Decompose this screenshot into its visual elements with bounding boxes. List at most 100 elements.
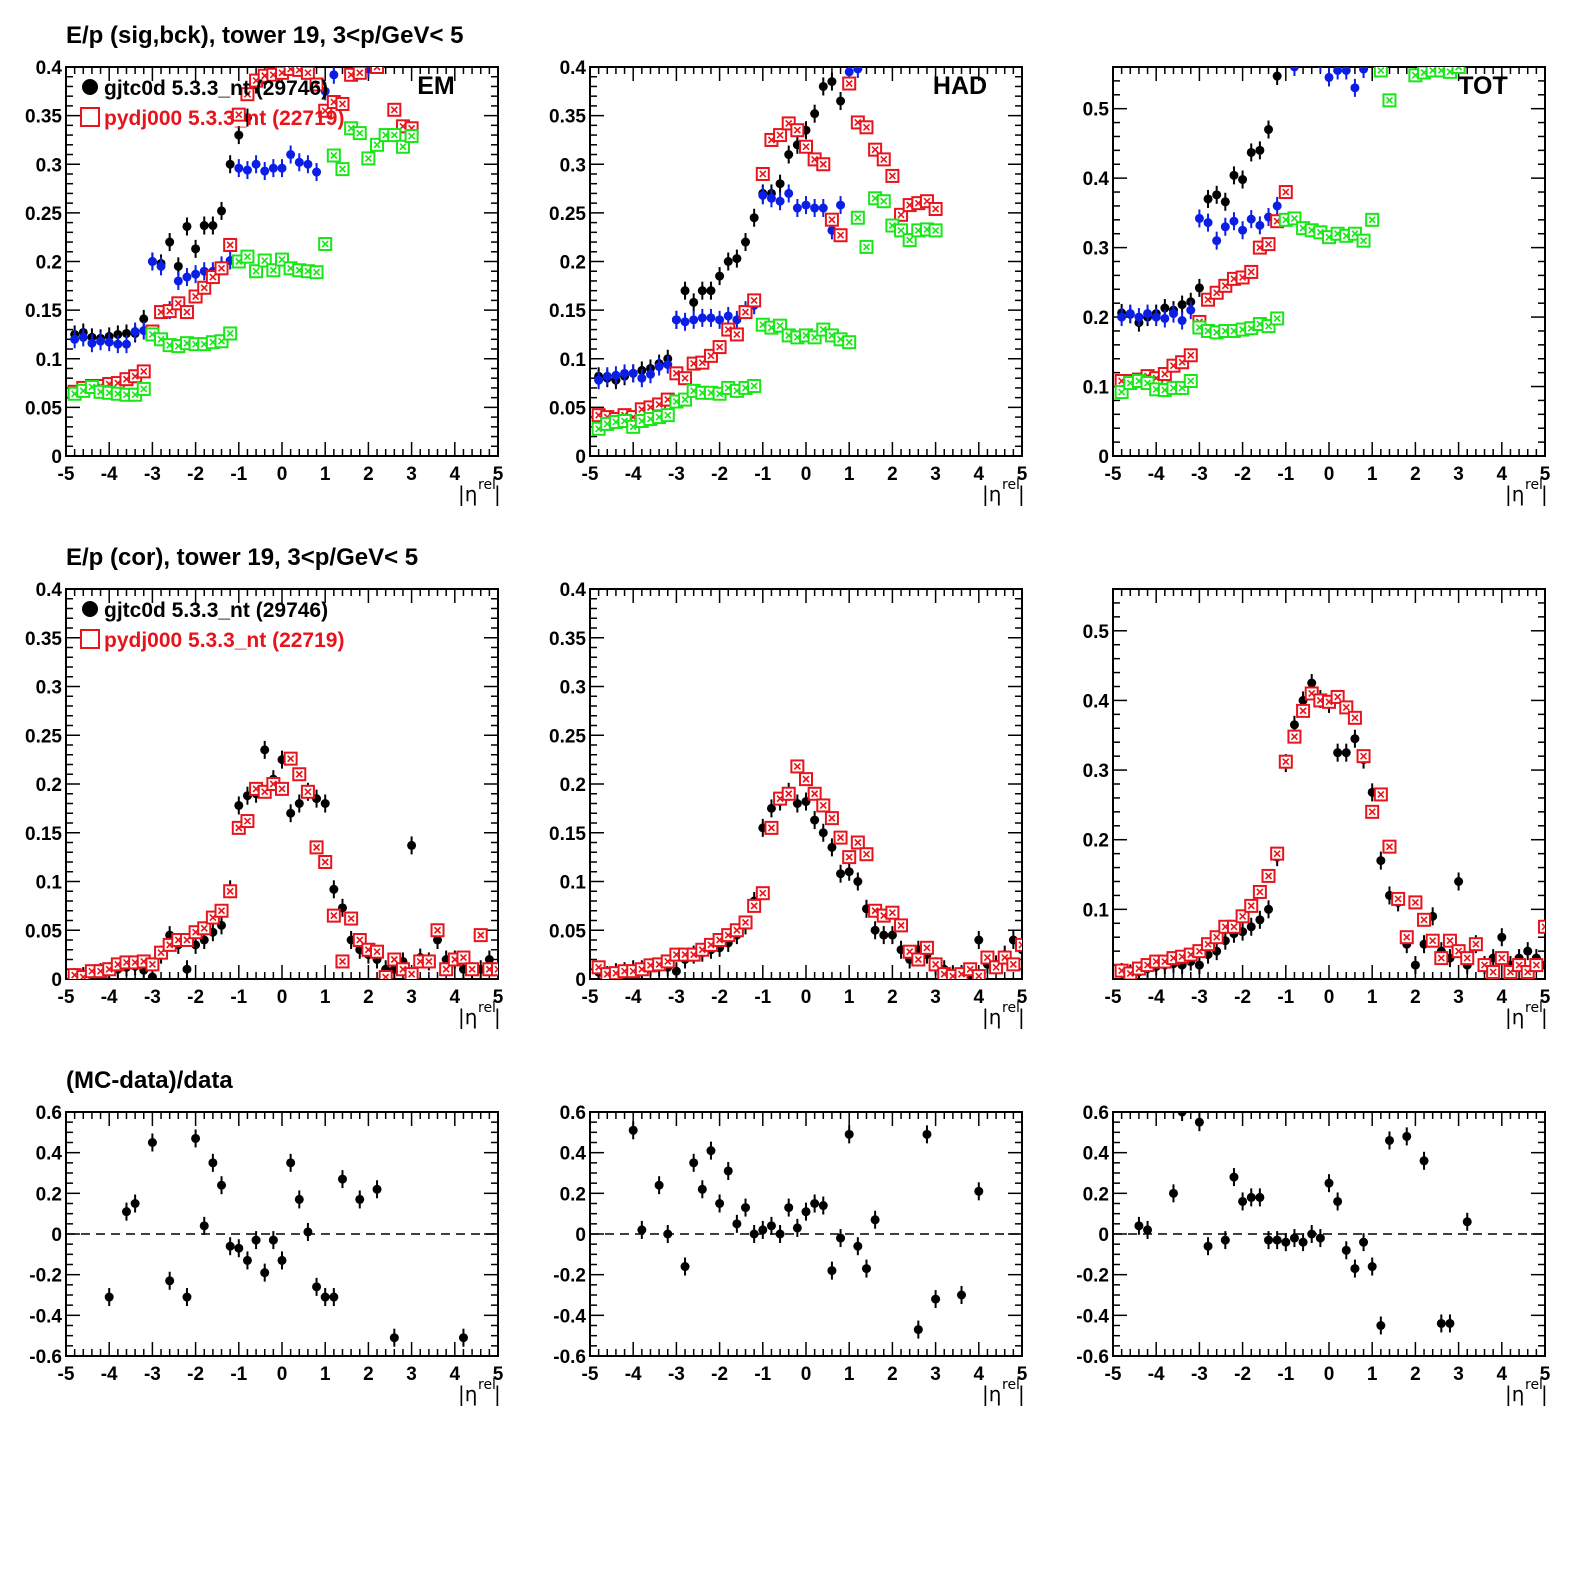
point-marker-cross: [1351, 714, 1359, 722]
data-point-mc: [842, 850, 857, 865]
panel-tag: TOT: [1458, 72, 1508, 100]
data-point-mc: [816, 798, 831, 813]
data-point: [1497, 928, 1507, 947]
point-marker-circle: [1317, 67, 1324, 69]
point-marker-cross: [862, 123, 871, 131]
point-marker-circle: [268, 1235, 278, 1245]
data-point-mc: [919, 940, 934, 955]
data-point-mc: [1494, 951, 1509, 966]
x-axis-label: |η: [982, 482, 1001, 506]
x-tick-label: -3: [668, 464, 685, 485]
point-marker-circle: [654, 1180, 664, 1190]
point-marker-circle: [913, 1325, 923, 1335]
point-marker-cross: [1247, 268, 1255, 276]
data-point: [766, 799, 776, 818]
point-marker-circle: [1376, 1321, 1386, 1330]
data-point-mc: [1373, 67, 1388, 78]
data-point-mc: [928, 223, 943, 238]
data-point: [836, 92, 846, 111]
point-marker-cross: [399, 143, 407, 151]
point-marker-cross: [330, 912, 338, 920]
point-marker-circle: [260, 1268, 270, 1278]
data-point-mc: [361, 151, 376, 166]
point-marker-circle: [165, 1276, 175, 1286]
point-marker-circle: [199, 1221, 209, 1231]
point-marker-circle: [1246, 147, 1256, 157]
data-point: [312, 163, 322, 182]
data-point-mc: [214, 261, 229, 276]
y-tick-label: 0.6: [560, 1103, 586, 1124]
y-tick-label: 0.35: [549, 629, 586, 650]
data-point: [861, 1259, 871, 1278]
data-point: [801, 196, 811, 215]
data-point-mc: [309, 265, 324, 280]
point-marker-circle: [355, 1194, 365, 1204]
point-marker-cross: [408, 132, 416, 140]
point-marker-circle: [234, 1243, 244, 1253]
y-tick-label: 0: [1098, 447, 1109, 468]
data-point-mc: [300, 784, 315, 799]
data-point: [1272, 1231, 1282, 1250]
data-point: [1264, 900, 1274, 919]
panel-bot-had: -5 -4 -3 -2 -1 0 1 2 3 4 5 |η rel| -0.6 -0.4 -0.2 0 0.2 0.…: [553, 1103, 1027, 1406]
y-tick-label: 0.3: [1083, 239, 1109, 260]
x-tick-label: 0: [277, 464, 288, 485]
point-marker-cross: [932, 226, 940, 234]
data-point-mc: [179, 305, 194, 320]
data-point-mc: [1244, 898, 1259, 913]
point-marker-circle: [1160, 303, 1170, 313]
data-point-mc: [370, 137, 385, 152]
point-marker-circle: [637, 373, 647, 383]
point-marker-circle: [784, 150, 794, 160]
x-tick-label: -2: [1234, 464, 1251, 485]
point-marker-circle: [225, 159, 235, 169]
x-tick-label: 2: [363, 987, 374, 1008]
data-point: [147, 252, 157, 271]
data-point: [1203, 213, 1213, 232]
point-marker-circle: [1307, 1229, 1317, 1239]
data-point-mc: [1468, 937, 1483, 952]
data-point: [775, 1225, 785, 1243]
data-point: [1376, 851, 1386, 870]
point-marker-circle: [407, 840, 417, 850]
data-point-mc: [1270, 311, 1285, 326]
x-tick-label: 0: [277, 1364, 288, 1385]
data-point-mc: [231, 107, 246, 122]
panels-group: -5 -4 -3 -2 -1 0 1 2 3 4 5|η rel|00.050.10.150.20.2…: [25, 58, 1551, 1406]
legend-marker-circle: [82, 79, 98, 95]
data-point-mc: [387, 128, 402, 143]
data-point: [827, 1261, 837, 1280]
point-marker-circle: [329, 1292, 339, 1302]
data-point-mc: [747, 898, 762, 913]
series-mc: [1114, 686, 1545, 979]
point-marker-circle: [732, 254, 742, 264]
data-point: [1315, 1229, 1325, 1248]
data-point-mc: [850, 210, 865, 225]
data-point: [1454, 872, 1464, 891]
point-marker-cross: [897, 226, 905, 234]
point-marker-circle: [810, 815, 820, 825]
x-tick-label: 1: [1367, 464, 1378, 485]
point-marker-cross: [1541, 923, 1545, 931]
point-marker-circle: [741, 1203, 751, 1213]
point-marker-circle: [1117, 312, 1127, 322]
point-marker-circle: [879, 930, 889, 940]
y-tick-label: 0.35: [25, 629, 62, 650]
y-tick-label: 0.05: [25, 921, 62, 942]
data-point: [251, 155, 261, 174]
point-marker-circle: [433, 935, 443, 945]
x-tick-label: -2: [711, 987, 728, 1008]
point-marker-circle: [818, 1201, 828, 1211]
x-tick-label: 3: [1453, 987, 1464, 1008]
point-marker-circle: [225, 1241, 235, 1251]
data-point-mc: [755, 166, 770, 181]
point-marker-cross: [425, 957, 433, 966]
point-marker-cross: [312, 80, 321, 89]
y-tick-label: 0.05: [549, 921, 586, 942]
point-marker-cross: [750, 902, 758, 910]
data-point: [792, 1218, 802, 1237]
x-tick-label: 2: [1410, 987, 1421, 1008]
data-point: [1410, 956, 1420, 975]
point-marker-cross: [347, 914, 355, 923]
x-tick-label: -4: [101, 987, 118, 1008]
